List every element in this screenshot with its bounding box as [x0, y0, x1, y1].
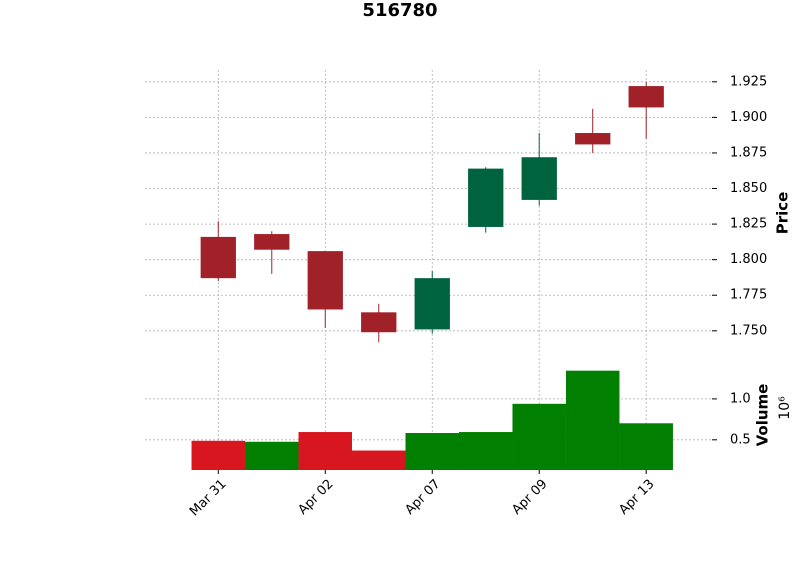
candle-body	[254, 234, 290, 250]
volume-bar	[512, 403, 566, 470]
y-tick-label: 1.875	[730, 145, 767, 160]
chart-title: 516780	[362, 0, 437, 21]
volume-bar	[245, 441, 299, 470]
y-tick-label: 1.800	[730, 252, 767, 267]
candle-body	[468, 168, 504, 227]
candle-body	[361, 312, 397, 333]
volume-bar	[405, 433, 459, 470]
volume-bar	[352, 450, 406, 470]
candle-body	[307, 251, 343, 310]
volume-offset: 10⁶	[777, 396, 793, 420]
volume-bar	[298, 432, 353, 470]
y-tick-label: 1.900	[730, 110, 767, 125]
volume-bar	[458, 432, 513, 470]
y-tick-label: 1.775	[730, 288, 767, 303]
x-tick-label: Apr 09	[509, 477, 550, 518]
volume-y-tick-label: 0.5	[730, 432, 751, 447]
volume-bar	[619, 423, 673, 470]
candle-body	[575, 133, 611, 145]
y-tick-label: 1.750	[730, 323, 767, 338]
volume-y-tick-label: 1.0	[730, 391, 751, 406]
y-tick-label: 1.825	[730, 217, 767, 232]
candle-body	[200, 236, 236, 279]
x-tick-label: Apr 02	[295, 477, 336, 518]
volume-bar	[191, 440, 246, 470]
candle-body	[521, 157, 557, 200]
candle-body	[628, 86, 664, 108]
volume-bar	[565, 370, 620, 470]
x-tick-label: Apr 07	[402, 477, 443, 518]
x-tick-label: Mar 31	[187, 477, 230, 520]
y-axis-label: Price	[774, 192, 792, 235]
y-tick-label: 1.850	[730, 181, 767, 196]
candle-body	[414, 278, 450, 330]
y-tick-label: 1.925	[730, 74, 767, 89]
x-tick-label: Apr 13	[616, 477, 657, 518]
volume-axis-label: Volume	[754, 384, 772, 447]
